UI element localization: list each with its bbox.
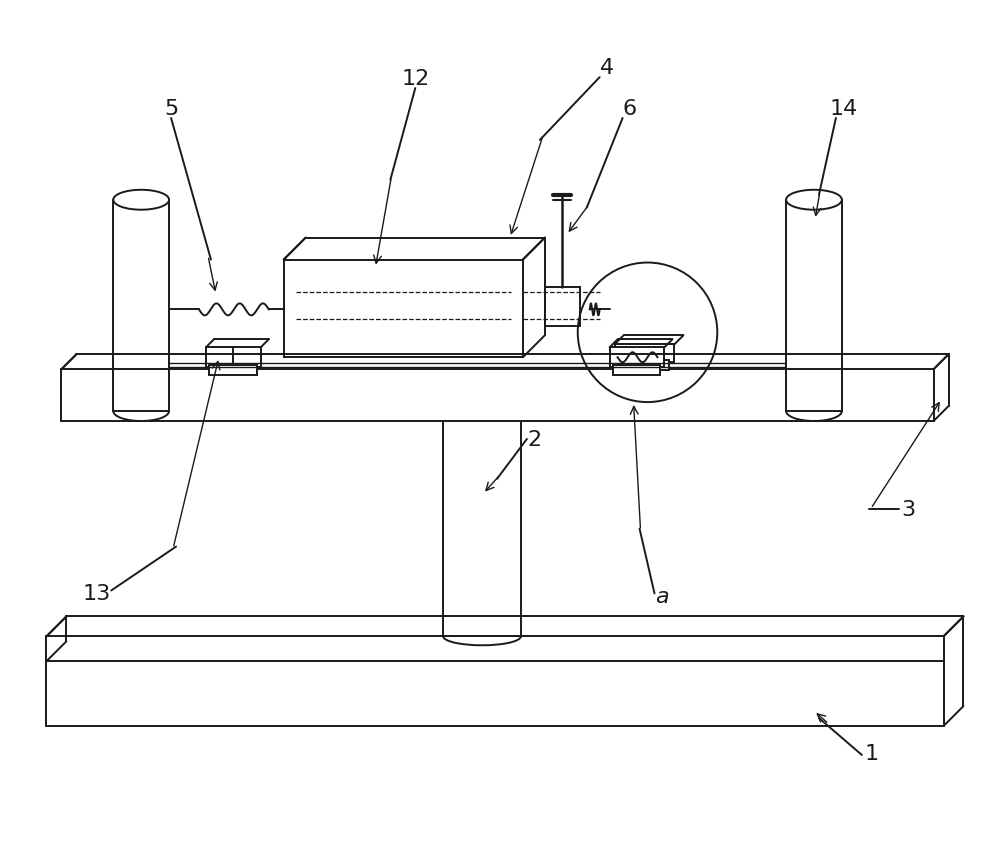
Ellipse shape	[786, 191, 842, 210]
Bar	[61, 370, 934, 422]
Text: a: a	[655, 587, 668, 607]
Text: 12: 12	[401, 69, 429, 89]
Bar	[610, 348, 664, 368]
Bar	[615, 345, 674, 363]
Text: 6: 6	[623, 99, 637, 119]
Bar	[46, 636, 944, 726]
Bar	[618, 360, 669, 371]
Text: 13: 13	[82, 584, 110, 604]
Text: 5: 5	[164, 99, 178, 119]
Text: 14: 14	[830, 99, 858, 119]
Bar	[545, 288, 580, 327]
Bar	[613, 366, 660, 376]
Text: 3: 3	[902, 499, 916, 519]
Bar	[209, 366, 257, 376]
Text: 2: 2	[528, 429, 542, 449]
Bar	[206, 348, 261, 368]
Ellipse shape	[443, 400, 521, 418]
Bar	[284, 260, 523, 358]
Ellipse shape	[113, 191, 169, 210]
Bar	[443, 410, 521, 636]
Text: 1: 1	[865, 743, 879, 763]
Text: 4: 4	[600, 58, 614, 78]
